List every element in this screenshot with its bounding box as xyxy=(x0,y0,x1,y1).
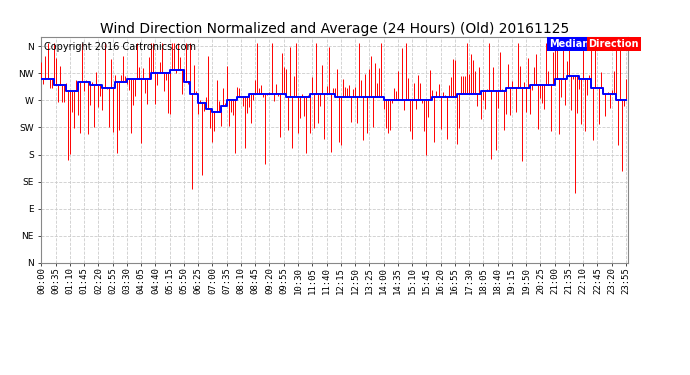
Text: Direction: Direction xyxy=(589,39,639,49)
Title: Wind Direction Normalized and Average (24 Hours) (Old) 20161125: Wind Direction Normalized and Average (2… xyxy=(100,22,569,36)
Text: Copyright 2016 Cartronics.com: Copyright 2016 Cartronics.com xyxy=(44,42,197,52)
Text: Median: Median xyxy=(549,39,589,49)
